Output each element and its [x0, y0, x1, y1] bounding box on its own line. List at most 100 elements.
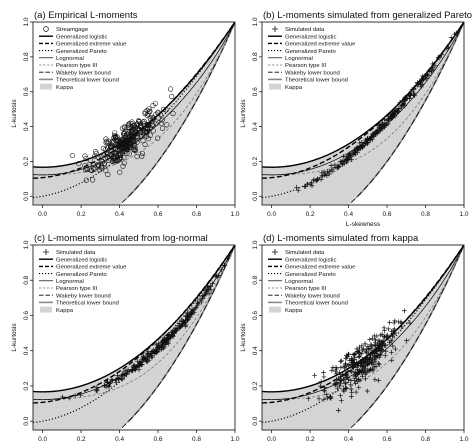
data-point	[454, 30, 459, 36]
pearson-type-iii-line	[262, 22, 464, 176]
data-point	[432, 63, 438, 69]
data-point	[373, 337, 378, 343]
data-point	[346, 151, 352, 157]
data-point	[393, 346, 398, 352]
data-point	[383, 348, 389, 354]
data-point	[147, 115, 153, 121]
data-point	[338, 374, 343, 380]
x-tick-label: 0.6	[383, 211, 392, 218]
plot-frame	[32, 21, 236, 206]
data-point	[425, 72, 430, 78]
data-point	[328, 163, 334, 168]
data-point	[208, 287, 214, 293]
data-point	[132, 365, 138, 371]
data-point	[401, 101, 406, 107]
data-point	[159, 345, 165, 351]
data-point	[140, 130, 147, 136]
data-point	[337, 383, 342, 389]
generalized-extreme-value-line	[262, 245, 464, 404]
data-point	[163, 107, 169, 113]
data-point	[104, 145, 111, 151]
data-point	[378, 332, 384, 338]
data-point	[130, 137, 136, 143]
data-point	[95, 162, 101, 168]
x-tick-label: 0.8	[421, 436, 430, 443]
data-point	[194, 299, 200, 305]
data-point	[389, 110, 395, 116]
data-point	[312, 373, 318, 378]
data-point	[411, 86, 417, 92]
data-point	[135, 125, 141, 132]
legend-label: Wakeby lower bound	[285, 70, 340, 76]
legend-label: Simulated data	[56, 250, 96, 256]
data-point	[135, 359, 141, 364]
data-point	[364, 388, 370, 394]
y-tick-label: 0.6	[252, 87, 259, 96]
data-point	[117, 169, 123, 175]
data-point	[129, 128, 135, 135]
data-point	[294, 184, 299, 190]
data-point	[350, 352, 356, 357]
data-point	[376, 346, 381, 352]
data-point	[377, 122, 383, 128]
data-point	[343, 363, 349, 369]
data-point	[346, 351, 352, 357]
data-point	[146, 106, 152, 112]
data-point	[390, 334, 395, 340]
y-tick-label: 0.2	[23, 381, 30, 390]
data-point	[149, 354, 154, 360]
data-point	[394, 109, 400, 115]
data-point	[107, 381, 113, 386]
legend-swatch	[269, 306, 281, 313]
data-point	[348, 394, 354, 399]
data-point	[390, 111, 395, 117]
data-point	[316, 396, 322, 402]
data-point	[345, 352, 351, 357]
data-point	[360, 357, 365, 362]
generalized-extreme-value-line	[33, 245, 235, 404]
data-point	[156, 343, 162, 349]
kappa-region	[262, 245, 464, 430]
data-point	[319, 173, 325, 179]
data-point	[308, 180, 314, 186]
x-tick-label: 0.4	[115, 211, 124, 218]
legend-label: Theoretical lower bound	[285, 301, 348, 307]
data-point	[178, 322, 184, 328]
data-point	[158, 120, 165, 126]
data-point	[386, 114, 392, 119]
data-point	[147, 132, 153, 138]
data-point	[327, 394, 333, 400]
data-point	[116, 375, 122, 381]
data-point	[216, 273, 222, 278]
data-point	[399, 104, 404, 110]
data-point	[343, 156, 349, 162]
y-axis-label: L-kurtosis	[11, 99, 18, 128]
data-point	[91, 166, 97, 172]
data-point	[198, 299, 204, 305]
data-point	[210, 281, 215, 287]
data-point	[385, 335, 391, 341]
data-point	[372, 359, 378, 365]
legend-label: Streamgage	[56, 27, 89, 33]
data-point	[123, 368, 129, 374]
data-point	[371, 364, 377, 370]
data-point	[372, 377, 378, 382]
x-tick-label: 0.2	[306, 211, 315, 218]
data-point	[389, 349, 394, 355]
plot-area	[262, 245, 464, 430]
data-point	[119, 137, 125, 143]
data-point	[122, 138, 128, 144]
generalized-extreme-value-line	[33, 22, 235, 179]
data-point	[322, 388, 327, 394]
data-point	[452, 31, 457, 37]
legend-swatch	[269, 83, 281, 90]
legend-label: Generalized extreme value	[56, 265, 127, 271]
data-point	[170, 110, 176, 117]
data-point	[162, 337, 168, 343]
data-point	[333, 368, 338, 374]
data-point	[161, 344, 167, 350]
data-point	[342, 386, 348, 392]
y-tick-label: 0.0	[252, 416, 259, 425]
